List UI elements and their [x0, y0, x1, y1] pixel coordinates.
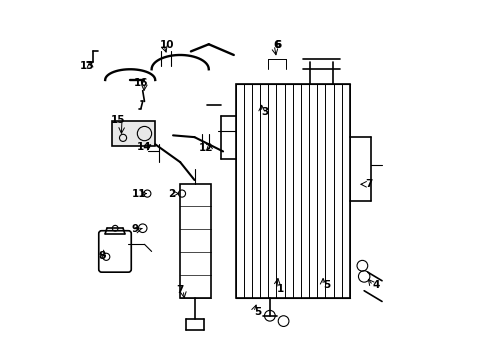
Text: 15: 15 [111, 115, 125, 125]
Text: 16: 16 [133, 78, 148, 88]
Text: 3: 3 [261, 107, 268, 117]
Text: 4: 4 [372, 280, 380, 291]
Bar [235, 84, 349, 298]
Text: 2: 2 [167, 189, 175, 199]
Text: 12: 12 [198, 143, 213, 153]
Text: 6: 6 [274, 40, 281, 50]
Text: 7: 7 [364, 179, 371, 189]
Text: 9: 9 [132, 224, 139, 234]
Text: 5: 5 [323, 280, 329, 291]
Text: 13: 13 [79, 61, 94, 71]
Text: 1: 1 [276, 284, 283, 294]
Text: 14: 14 [136, 142, 151, 152]
Bar [180, 184, 210, 298]
Text: 8: 8 [98, 251, 105, 261]
Text: 10: 10 [160, 40, 174, 50]
Text: 5: 5 [253, 307, 261, 317]
Text: 6: 6 [273, 40, 280, 50]
Text: 7: 7 [176, 285, 183, 295]
Text: 11: 11 [132, 189, 146, 199]
Bar [112, 121, 155, 146]
